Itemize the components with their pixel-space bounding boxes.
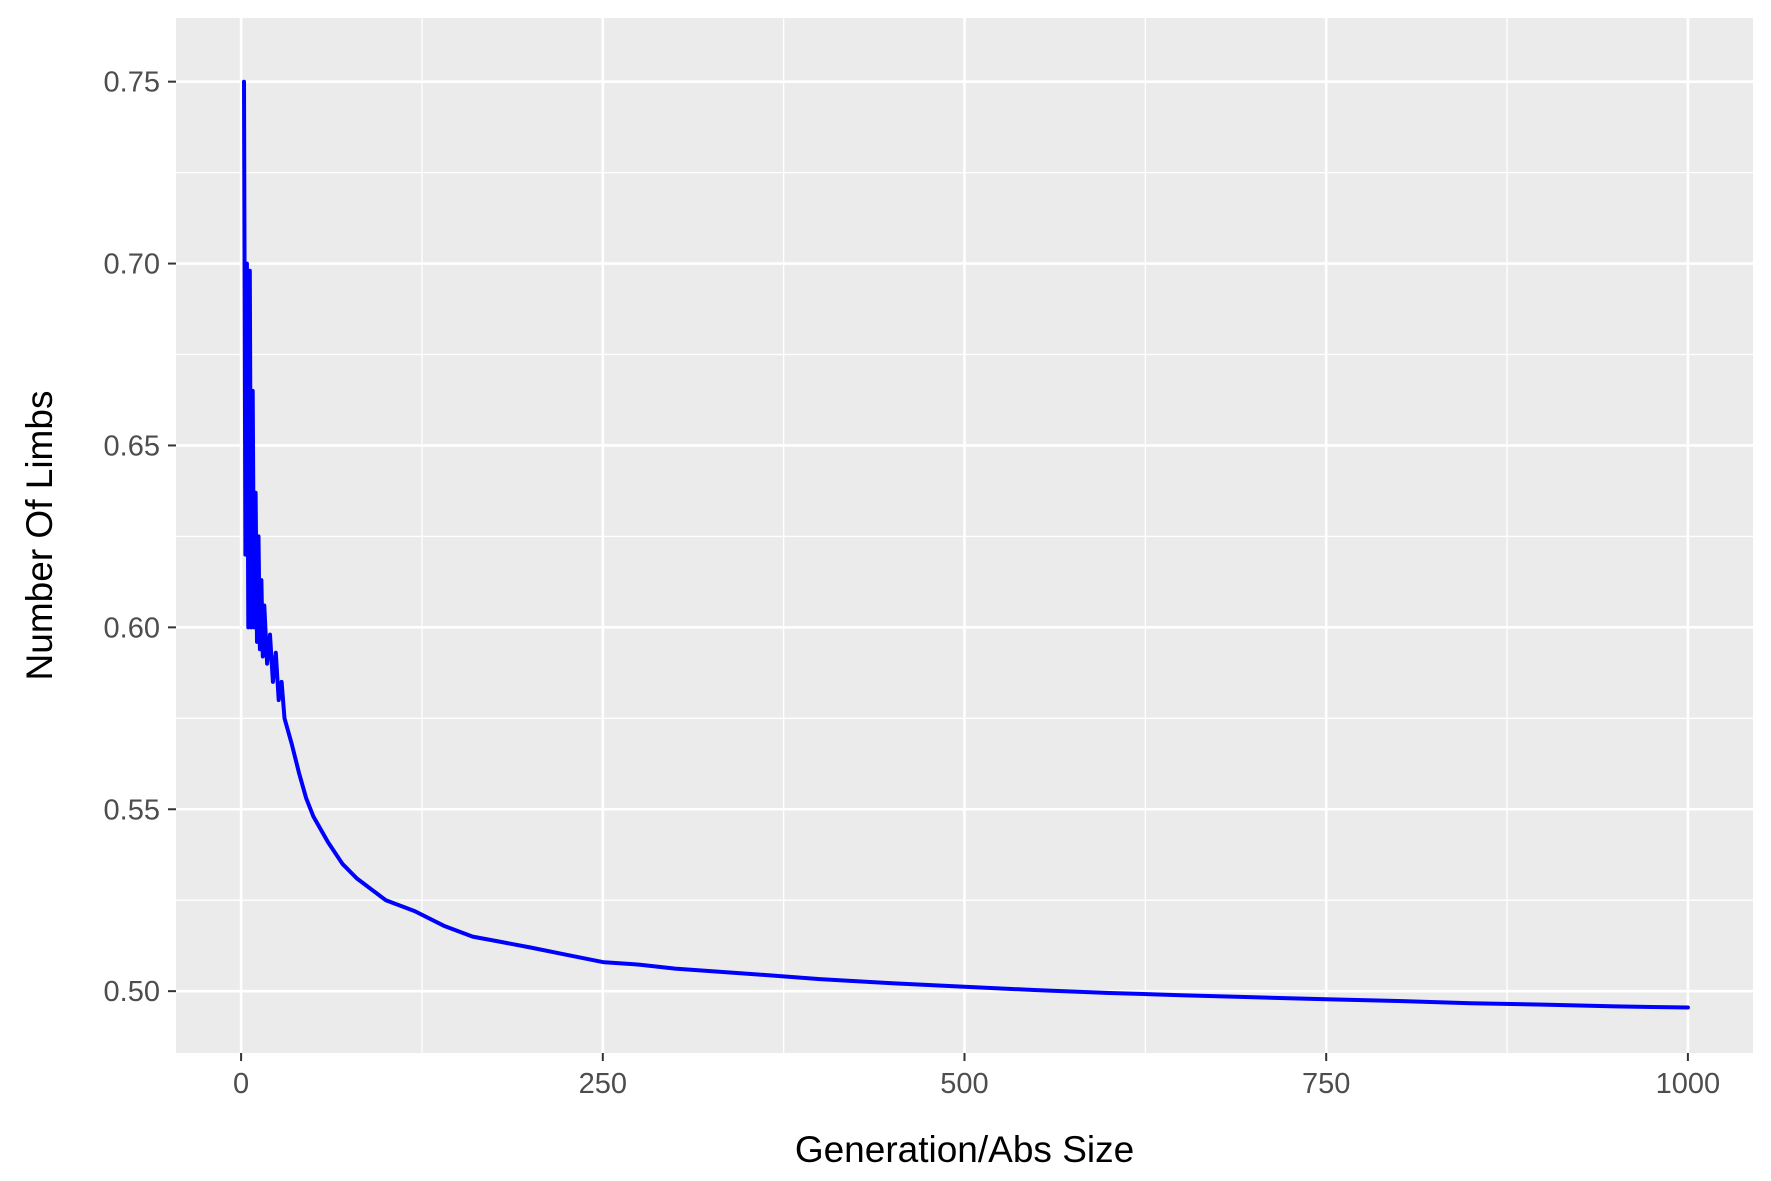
x-tick-label: 750 <box>1302 1068 1350 1100</box>
x-axis: 0 250 500 750 1000 <box>233 1053 1720 1100</box>
y-tick-label: 0.55 <box>104 794 160 826</box>
x-axis-title: Generation/Abs Size <box>795 1129 1134 1170</box>
series-layer <box>242 79 1690 1010</box>
y-axis-title: Number Of Limbs <box>19 391 60 681</box>
y-tick-label: 0.65 <box>104 430 160 462</box>
y-tick-label: 0.60 <box>104 612 160 644</box>
x-tick-label: 1000 <box>1656 1068 1721 1100</box>
major-gridlines <box>176 18 1753 1053</box>
x-tick-label: 250 <box>579 1068 627 1100</box>
x-tick-label: 0 <box>233 1068 249 1100</box>
x-tick-label: 500 <box>940 1068 988 1100</box>
y-tick-label: 0.75 <box>104 67 160 99</box>
y-tick-label: 0.70 <box>104 249 160 281</box>
series-line <box>242 79 1690 1010</box>
y-tick-label: 0.50 <box>104 976 160 1008</box>
y-axis: 0.50 0.55 0.60 0.65 0.70 0.75 <box>104 67 176 1008</box>
